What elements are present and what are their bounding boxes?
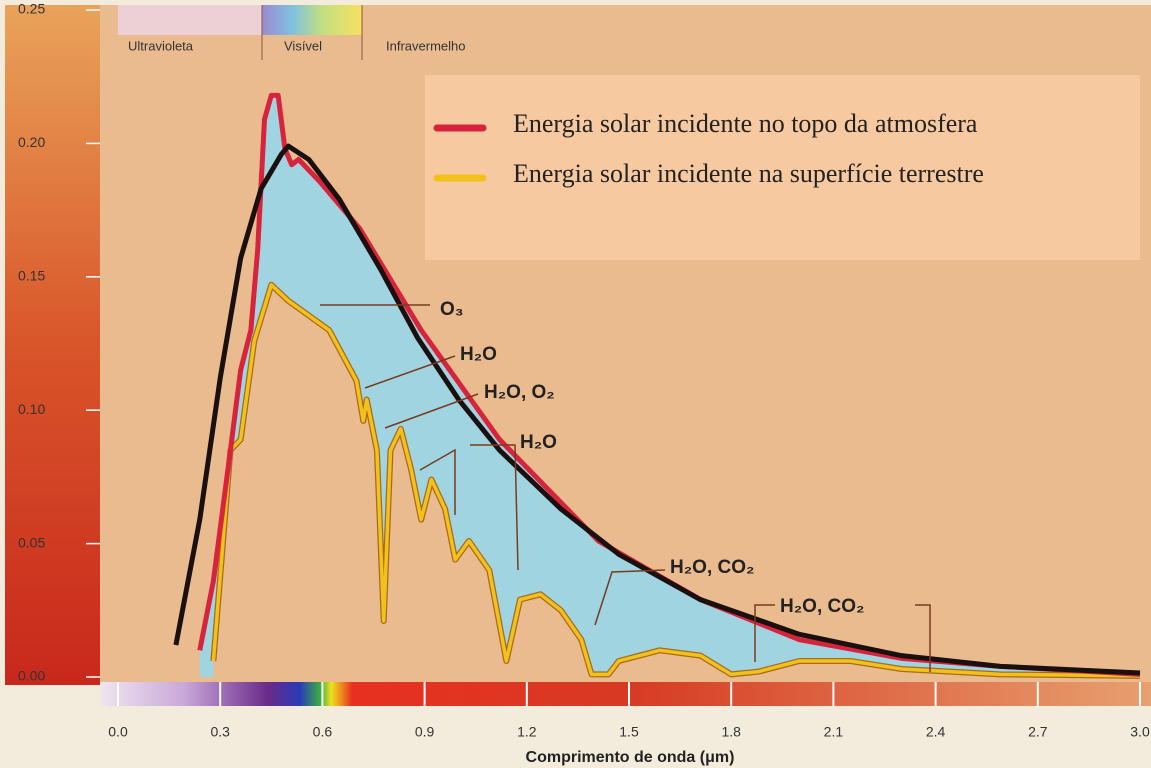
leader [364, 355, 456, 389]
leader [915, 604, 931, 672]
x-tick-label: 0.6 [313, 724, 333, 740]
leader [754, 604, 775, 662]
annotation: H₂O, CO₂ [670, 557, 754, 578]
region-label: Infravermelho [386, 38, 465, 53]
y-tick-label: 0.00 [18, 668, 45, 684]
leader [594, 569, 666, 626]
annotation: O₃ [440, 299, 464, 320]
line [173, 143, 1141, 676]
x-tick-label: 2.4 [926, 724, 946, 740]
y-tick-label: 0.05 [18, 534, 45, 550]
legend-label: Energia solar incidente no topo da atmos… [513, 109, 978, 138]
leader [470, 444, 519, 571]
y-tick-label: 0.25 [18, 1, 45, 17]
x-tick-label: 1.5 [619, 724, 639, 740]
region-label: Visível [284, 38, 322, 53]
leader [384, 393, 479, 429]
visible-band [262, 5, 362, 35]
x-tick-label: 2.1 [824, 724, 844, 740]
y-tick-label: 0.15 [18, 268, 45, 284]
x-tick-label: 0.9 [415, 724, 435, 740]
annotation: H₂O [520, 432, 557, 453]
area-fill [213, 284, 1141, 677]
y-tick-label: 0.20 [18, 134, 45, 150]
x-strip [100, 682, 1151, 706]
x-tick-label: 0.0 [108, 724, 128, 740]
x-tick-label: 1.8 [721, 724, 741, 740]
y-strip [5, 5, 100, 685]
annotation: H₂O, O₂ [484, 382, 555, 403]
annotation: H₂O, CO₂ [780, 596, 864, 617]
line [197, 92, 1141, 677]
legend-box [425, 75, 1140, 260]
legend-label: Energia solar incidente na superfície te… [513, 159, 984, 188]
y-tick-label: 0.10 [18, 401, 45, 417]
x-axis-label: Comprimento de onda (μm) [526, 749, 735, 766]
x-tick-label: 3.0 [1130, 724, 1150, 740]
region-label: Ultravioleta [128, 38, 194, 53]
uv-band [118, 5, 262, 35]
leaders [320, 304, 931, 672]
annotation: H₂O [460, 344, 497, 365]
leader [419, 448, 456, 515]
x-tick-label: 2.7 [1028, 724, 1048, 740]
x-tick-label: 1.2 [517, 724, 537, 740]
line [211, 283, 1141, 678]
x-tick-label: 0.3 [210, 724, 230, 740]
